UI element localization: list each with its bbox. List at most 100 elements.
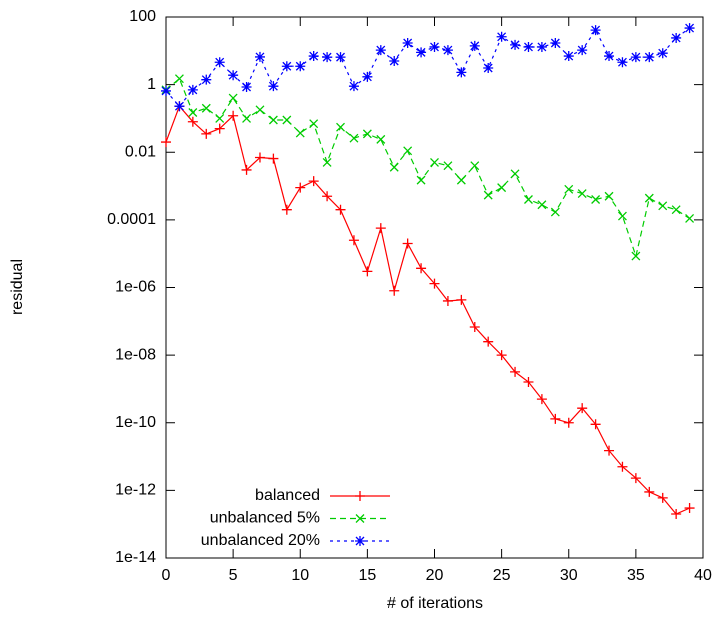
marker-shape bbox=[241, 164, 252, 175]
data-point bbox=[282, 115, 292, 125]
marker-shape bbox=[630, 473, 641, 484]
marker-shape bbox=[268, 115, 278, 125]
data-point bbox=[402, 38, 413, 49]
y-tick-label: 1e-06 bbox=[115, 279, 156, 296]
marker-shape bbox=[295, 128, 305, 138]
data-point bbox=[604, 51, 615, 62]
data-point bbox=[281, 204, 292, 215]
legend-marker bbox=[355, 491, 365, 501]
marker-shape bbox=[322, 191, 333, 202]
marker-shape bbox=[281, 204, 292, 215]
data-point bbox=[442, 45, 453, 56]
marker-shape bbox=[550, 413, 561, 424]
data-point bbox=[362, 71, 373, 82]
marker-shape bbox=[349, 133, 359, 143]
data-point bbox=[416, 175, 426, 185]
marker-shape bbox=[375, 223, 386, 234]
marker-shape bbox=[201, 103, 211, 113]
data-point bbox=[564, 184, 574, 194]
data-point bbox=[215, 113, 225, 123]
data-point bbox=[322, 191, 333, 202]
legend-marker bbox=[355, 536, 365, 546]
marker-shape bbox=[362, 71, 373, 82]
data-point bbox=[644, 52, 655, 63]
data-point bbox=[523, 377, 534, 388]
data-point bbox=[348, 81, 359, 92]
marker-shape bbox=[470, 161, 480, 171]
x-tick-label: 0 bbox=[162, 567, 171, 584]
marker-shape bbox=[497, 183, 507, 193]
y-tick-label: 1e-12 bbox=[115, 482, 156, 499]
data-point bbox=[644, 193, 654, 203]
marker-shape bbox=[416, 263, 427, 274]
data-point bbox=[563, 417, 574, 428]
marker-shape bbox=[403, 146, 413, 156]
marker-shape bbox=[685, 214, 695, 223]
legend-label: unbalanced 20% bbox=[201, 532, 320, 549]
y-tick-label: 0.01 bbox=[125, 143, 156, 160]
marker-shape bbox=[671, 509, 682, 520]
data-point bbox=[241, 82, 252, 93]
marker-shape bbox=[214, 57, 225, 68]
marker-shape bbox=[268, 153, 279, 164]
data-point bbox=[174, 74, 184, 84]
x-tick-label: 40 bbox=[694, 567, 712, 584]
data-point bbox=[254, 152, 265, 163]
data-point bbox=[630, 473, 641, 484]
marker-shape bbox=[282, 115, 292, 125]
data-point bbox=[268, 153, 279, 164]
data-point bbox=[590, 25, 601, 36]
data-point bbox=[604, 191, 614, 201]
marker-shape bbox=[630, 52, 641, 63]
data-point bbox=[590, 419, 601, 430]
data-point bbox=[483, 336, 494, 347]
data-point bbox=[309, 119, 319, 129]
y-tick-label: 0.0001 bbox=[107, 211, 156, 228]
data-point bbox=[685, 214, 695, 223]
data-point bbox=[335, 204, 346, 215]
data-point bbox=[483, 190, 493, 200]
marker-shape bbox=[214, 123, 225, 134]
data-point bbox=[536, 394, 547, 405]
data-point bbox=[604, 445, 615, 456]
data-point bbox=[591, 195, 601, 204]
data-point bbox=[389, 162, 399, 172]
marker-shape bbox=[496, 31, 507, 42]
data-point bbox=[577, 403, 588, 414]
marker-shape bbox=[201, 74, 212, 85]
data-point bbox=[577, 45, 588, 56]
x-tick-label: 35 bbox=[627, 567, 645, 584]
marker-shape bbox=[254, 152, 265, 163]
data-point bbox=[228, 70, 239, 81]
marker-shape bbox=[590, 419, 601, 430]
marker-shape bbox=[523, 41, 534, 52]
y-tick-label: 1e-10 bbox=[115, 414, 156, 431]
data-point bbox=[228, 93, 238, 103]
series-line bbox=[165, 27, 690, 108]
data-point bbox=[429, 41, 440, 52]
data-point bbox=[322, 52, 333, 63]
marker-shape bbox=[228, 93, 238, 103]
data-point bbox=[295, 61, 306, 72]
marker-shape bbox=[510, 39, 521, 50]
data-point bbox=[201, 128, 212, 139]
data-point bbox=[375, 45, 386, 56]
marker-shape bbox=[174, 74, 184, 84]
data-point bbox=[496, 31, 507, 42]
data-point bbox=[268, 81, 279, 92]
marker-shape bbox=[268, 81, 279, 92]
marker-shape bbox=[456, 67, 467, 78]
marker-shape bbox=[510, 169, 520, 179]
marker-shape bbox=[604, 445, 615, 456]
marker-shape bbox=[483, 63, 494, 74]
marker-shape bbox=[483, 336, 494, 347]
marker-shape bbox=[355, 536, 365, 546]
data-point bbox=[362, 266, 373, 277]
data-point bbox=[644, 486, 655, 497]
data-point bbox=[161, 137, 171, 148]
marker-shape bbox=[174, 101, 185, 112]
marker-shape bbox=[362, 129, 372, 139]
data-point bbox=[524, 195, 533, 204]
marker-shape bbox=[617, 461, 628, 472]
marker-shape bbox=[658, 201, 668, 211]
